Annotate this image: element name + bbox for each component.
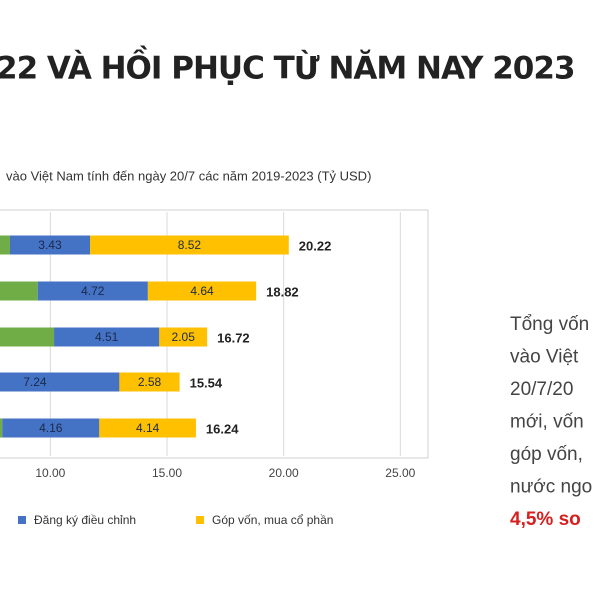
side-text: 20/7/20	[510, 379, 573, 400]
total-label: 18.82	[266, 284, 299, 299]
bar-segment	[37, 281, 148, 301]
total-label: 16.24	[206, 421, 239, 436]
total-label: 16.72	[217, 330, 250, 345]
total-label: 20.22	[299, 238, 332, 253]
legend-swatch	[196, 516, 204, 524]
bar-segment	[159, 327, 208, 347]
bar-segment	[0, 418, 3, 438]
bar-segment	[0, 235, 10, 255]
bar-segment	[9, 235, 90, 255]
segment-label: 2.58	[138, 375, 162, 389]
side-text: góp vốn,	[510, 444, 583, 465]
bar-segment	[0, 327, 55, 347]
chart-title: 22 VÀ HỒI PHỤC TỪ NĂM NAY 2023	[0, 46, 575, 87]
bar-segment	[147, 281, 257, 301]
segment-label: 4.14	[136, 421, 160, 435]
bar-segment	[2, 418, 100, 438]
x-tick-label: 25.00	[385, 466, 415, 480]
bar-segment	[54, 327, 160, 347]
plot-frame	[0, 209, 429, 459]
bar-segment	[0, 281, 38, 301]
legend-label: Góp vốn, mua cổ phần	[212, 513, 333, 527]
segment-label: 4.51	[95, 330, 119, 344]
segment-label: 3.43	[38, 238, 62, 252]
side-text: Tổng vốn	[510, 314, 589, 335]
bar-segment	[0, 372, 120, 392]
segment-label: 7.24	[23, 375, 47, 389]
bar-segment	[119, 372, 180, 392]
segment-label: 8.52	[178, 238, 202, 252]
x-tick-label: 15.00	[152, 466, 182, 480]
segment-label: 2.05	[172, 330, 196, 344]
side-text: mới, vốn	[510, 412, 584, 433]
total-label: 15.54	[190, 375, 223, 390]
legend-swatch	[18, 516, 26, 524]
segment-label: 4.64	[190, 284, 214, 298]
segment-label: 4.16	[39, 421, 63, 435]
segment-label: 4.72	[81, 284, 105, 298]
bar-segment	[99, 418, 196, 438]
side-text: vào Việt	[510, 347, 579, 368]
x-tick-label: 10.00	[35, 466, 65, 480]
chart-subtitle: vào Việt Nam tính đến ngày 20/7 các năm …	[6, 168, 371, 183]
bar-segment	[89, 235, 289, 255]
legend-label: Đăng ký điều chỉnh	[34, 513, 136, 527]
side-text: 4,5% so	[510, 509, 581, 530]
x-tick-label: 20.00	[269, 466, 299, 480]
side-text: nước ngo	[510, 477, 592, 498]
